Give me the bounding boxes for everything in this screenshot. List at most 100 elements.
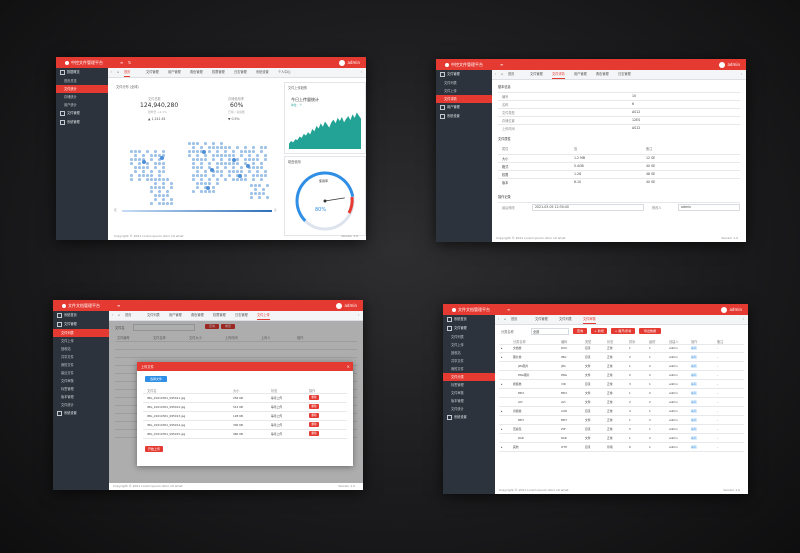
sidebar-group-12[interactable]: 系统设置 xyxy=(443,413,495,422)
sidebar-item-6[interactable]: 我的文件 xyxy=(443,365,495,373)
sidebar-item-3[interactable]: 文件详情 xyxy=(436,95,492,103)
tab-2[interactable]: 用户管理 xyxy=(169,313,182,317)
expand-button[interactable]: + 展开/折叠 xyxy=(611,328,635,334)
delete-file-button[interactable]: 删除 xyxy=(309,404,319,409)
sidebar-item-7[interactable]: 文件分类 xyxy=(443,373,495,381)
sidebar-group-1[interactable]: 文件管理 xyxy=(443,324,495,333)
search-select[interactable] xyxy=(531,328,569,335)
expand-toggle-icon[interactable]: ▸ xyxy=(501,445,503,449)
tab-2[interactable]: 文件详情 xyxy=(552,70,565,79)
edit-link[interactable]: 编辑 xyxy=(691,436,697,440)
sidebar-group-5[interactable]: 系统设置 xyxy=(436,112,492,121)
tab-3[interactable]: 用户管理 xyxy=(574,72,587,76)
tab-next-icon[interactable]: › xyxy=(742,317,744,321)
tab-3[interactable]: 文件审核 xyxy=(583,315,596,324)
expand-toggle-icon[interactable]: ▸ xyxy=(501,427,503,431)
refresh-icon[interactable]: ↻ xyxy=(128,60,132,65)
sidebar-item-7[interactable]: 最近文件 xyxy=(53,369,109,377)
sidebar-item-3[interactable]: 存储统计 xyxy=(56,93,108,101)
sidebar-item-1[interactable]: 首页总览 xyxy=(56,77,108,85)
sidebar-item-8[interactable]: 标签管理 xyxy=(443,381,495,389)
tab-prev-icon[interactable]: ‹ xyxy=(111,70,113,74)
sidebar-item-6[interactable]: 我的文件 xyxy=(53,361,109,369)
sidebar-item-10[interactable]: 版本管理 xyxy=(443,397,495,405)
menu-toggle-icon[interactable]: ≡ xyxy=(507,307,511,312)
tab-5[interactable]: 日志管理 xyxy=(618,72,631,76)
tab-7[interactable]: 个人中心 xyxy=(278,70,291,74)
tab-home-icon[interactable]: ⌂ xyxy=(118,313,121,317)
user-menu[interactable]: admin xyxy=(339,57,360,68)
sidebar-group-0[interactable]: 数据概览 xyxy=(56,68,108,77)
search-input[interactable] xyxy=(133,324,195,331)
start-upload-button[interactable]: 开始上传 xyxy=(145,446,163,452)
sidebar-item-5[interactable]: 共享文件 xyxy=(53,353,109,361)
tab-1[interactable]: 文件管理 xyxy=(535,317,548,321)
edit-link[interactable]: 编辑 xyxy=(691,364,697,368)
user-menu[interactable]: admin xyxy=(721,304,742,315)
delete-file-button[interactable]: 删除 xyxy=(309,431,319,436)
tab-home-icon[interactable]: ⌂ xyxy=(501,72,504,76)
sidebar-group-6[interactable]: 系统管理 xyxy=(56,118,108,127)
user-menu[interactable]: admin xyxy=(719,59,740,70)
tab-next-icon[interactable]: › xyxy=(740,72,742,76)
menu-toggle-icon[interactable]: ≡ xyxy=(117,303,121,308)
sidebar-item-11[interactable]: 文件统计 xyxy=(443,405,495,413)
tab-4[interactable]: 角色管理 xyxy=(596,72,609,76)
tab-0[interactable]: 首页 xyxy=(508,72,515,76)
tab-3[interactable]: 角色管理 xyxy=(190,70,203,74)
edit-link[interactable]: 编辑 xyxy=(691,400,697,404)
sidebar-item-4[interactable]: 用户统计 xyxy=(56,101,108,109)
sidebar-item-8[interactable]: 文件审核 xyxy=(53,377,109,385)
tab-home-icon[interactable]: ⌂ xyxy=(504,317,507,321)
tab-home-icon[interactable]: ⌂ xyxy=(117,70,120,74)
tab-4[interactable]: 权限管理 xyxy=(212,70,225,74)
sidebar-item-9[interactable]: 文件审核 xyxy=(443,389,495,397)
sidebar-item-2[interactable]: 文件列表 xyxy=(53,329,109,337)
expand-toggle-icon[interactable]: ▸ xyxy=(501,382,503,386)
select-file-button[interactable]: 选择文件 xyxy=(145,376,167,382)
edit-link[interactable]: 编辑 xyxy=(691,427,697,431)
sidebar-group-0[interactable]: 文件管理 xyxy=(436,70,492,79)
tab-5[interactable]: 日志管理 xyxy=(234,70,247,74)
sidebar-item-11[interactable]: 文件统计 xyxy=(53,401,109,409)
tab-1[interactable]: 文件管理 xyxy=(530,72,543,76)
edit-link[interactable]: 编辑 xyxy=(691,346,697,350)
edit-link[interactable]: 编辑 xyxy=(691,418,697,422)
menu-toggle-icon[interactable]: ≡ xyxy=(120,60,124,65)
tab-0[interactable]: 首页 xyxy=(124,68,131,77)
add-button[interactable]: + 新增 xyxy=(591,328,607,334)
sidebar-item-1[interactable]: 文件列表 xyxy=(436,79,492,87)
tab-2[interactable]: 用户管理 xyxy=(168,70,181,74)
tab-prev-icon[interactable]: ‹ xyxy=(498,317,500,321)
sidebar-item-2[interactable]: 文件统计 xyxy=(56,85,108,93)
sidebar-group-4[interactable]: 用户管理 xyxy=(436,103,492,112)
edit-link[interactable]: 编辑 xyxy=(691,445,697,449)
tab-6[interactable]: 系统设置 xyxy=(256,70,269,74)
tab-next-icon[interactable]: › xyxy=(360,70,362,74)
sidebar-group-1[interactable]: 文件管理 xyxy=(53,320,109,329)
sidebar-group-0[interactable]: 系统首页 xyxy=(53,311,109,320)
edit-link[interactable]: 编辑 xyxy=(691,382,697,386)
tab-6[interactable]: 文件上传 xyxy=(257,311,270,320)
delete-file-button[interactable]: 删除 xyxy=(309,422,319,427)
tab-0[interactable]: 首页 xyxy=(125,313,132,317)
expand-toggle-icon[interactable]: ▸ xyxy=(501,409,503,413)
delete-file-button[interactable]: 删除 xyxy=(309,395,319,400)
sidebar-item-4[interactable]: 回收站 xyxy=(443,349,495,357)
sidebar-item-4[interactable]: 回收站 xyxy=(53,345,109,353)
sidebar-item-10[interactable]: 版本管理 xyxy=(53,393,109,401)
tab-4[interactable]: 权限管理 xyxy=(213,313,226,317)
tab-5[interactable]: 日志管理 xyxy=(235,313,248,317)
sidebar-group-5[interactable]: 文件管理 xyxy=(56,109,108,118)
sidebar-item-5[interactable]: 共享文件 xyxy=(443,357,495,365)
reset-button[interactable]: 重置 xyxy=(221,324,235,329)
tab-1[interactable]: 文件管理 xyxy=(146,70,159,74)
sidebar-item-3[interactable]: 文件上传 xyxy=(53,337,109,345)
tab-3[interactable]: 角色管理 xyxy=(191,313,204,317)
tab-prev-icon[interactable]: ‹ xyxy=(495,72,497,76)
sidebar-group-12[interactable]: 系统设置 xyxy=(53,409,109,418)
edit-link[interactable]: 编辑 xyxy=(691,391,697,395)
user-menu[interactable]: admin xyxy=(336,300,357,311)
tab-next-icon[interactable]: › xyxy=(357,313,359,317)
sidebar-group-0[interactable]: 系统首页 xyxy=(443,315,495,324)
